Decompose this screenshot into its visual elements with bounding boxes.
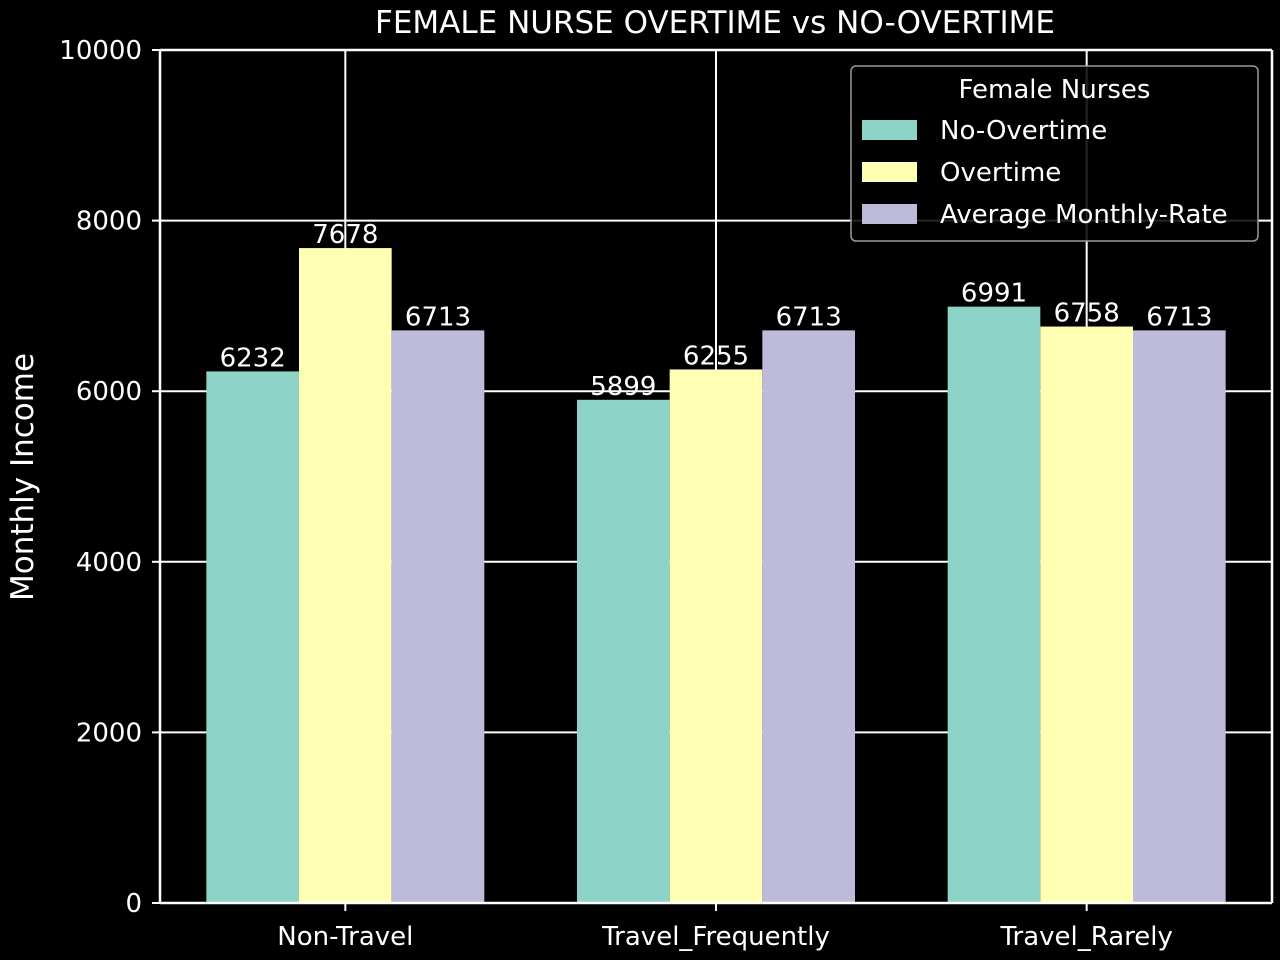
y-tick-label: 2000 — [76, 718, 142, 748]
bar-value-label: 6991 — [961, 279, 1027, 309]
y-tick-label: 6000 — [76, 377, 142, 407]
y-ticks: 0 2000 4000 6000 8000 10000 — [59, 36, 160, 919]
bar-no-overtime — [947, 306, 1041, 903]
bar-value-label: 6713 — [1146, 302, 1212, 332]
bar-labels: 6232 5899 6991 7678 6255 6758 6713 6713 6713 — [220, 220, 1213, 402]
legend-entry: Overtime — [940, 158, 1061, 188]
legend: Female Nurses No-Overtime Overtime Average … — [850, 65, 1259, 242]
chart-title: FEMALE NURSE OVERTIME vs NO-OVERTIME — [375, 5, 1055, 41]
bar-average-monthly-rate — [1133, 330, 1226, 903]
bar-value-label: 6255 — [683, 341, 749, 371]
x-tick-label: Travel_Rarely — [999, 922, 1172, 952]
y-tick-label: 0 — [125, 889, 142, 919]
legend-entry: No-Overtime — [940, 116, 1107, 146]
bar-average-monthly-rate — [391, 330, 485, 903]
bar-overtime — [299, 248, 392, 904]
legend-swatch — [862, 204, 917, 224]
bar-overtime — [1040, 326, 1133, 903]
y-tick-label: 4000 — [76, 548, 142, 578]
legend-entry: Average Monthly-Rate — [940, 200, 1228, 230]
legend-box — [850, 65, 1259, 242]
y-tick-label: 8000 — [76, 207, 142, 237]
bar-value-label: 7678 — [312, 220, 378, 250]
bar-value-label: 5899 — [590, 372, 656, 402]
bar-no-overtime — [577, 399, 670, 903]
legend-swatch — [862, 120, 917, 140]
bar-value-label: 6713 — [405, 302, 471, 332]
x-tick-label: Non-Travel — [277, 922, 413, 952]
bar-value-label: 6713 — [776, 302, 842, 332]
x-ticks: Non-Travel Travel_Frequently Travel_Rarely — [277, 903, 1173, 952]
bar-value-label: 6232 — [220, 343, 286, 373]
bar-no-overtime — [206, 371, 299, 903]
legend-title: Female Nurses — [959, 75, 1151, 105]
legend-swatch — [862, 162, 917, 182]
bars — [206, 248, 1226, 904]
bar-value-label: 6758 — [1054, 299, 1120, 329]
x-tick-label: Travel_Frequently — [601, 922, 830, 952]
y-axis-label: Monthly Income — [5, 353, 41, 601]
bar-overtime — [669, 369, 763, 903]
y-tick-label: 10000 — [59, 36, 142, 66]
bar-average-monthly-rate — [762, 330, 855, 903]
